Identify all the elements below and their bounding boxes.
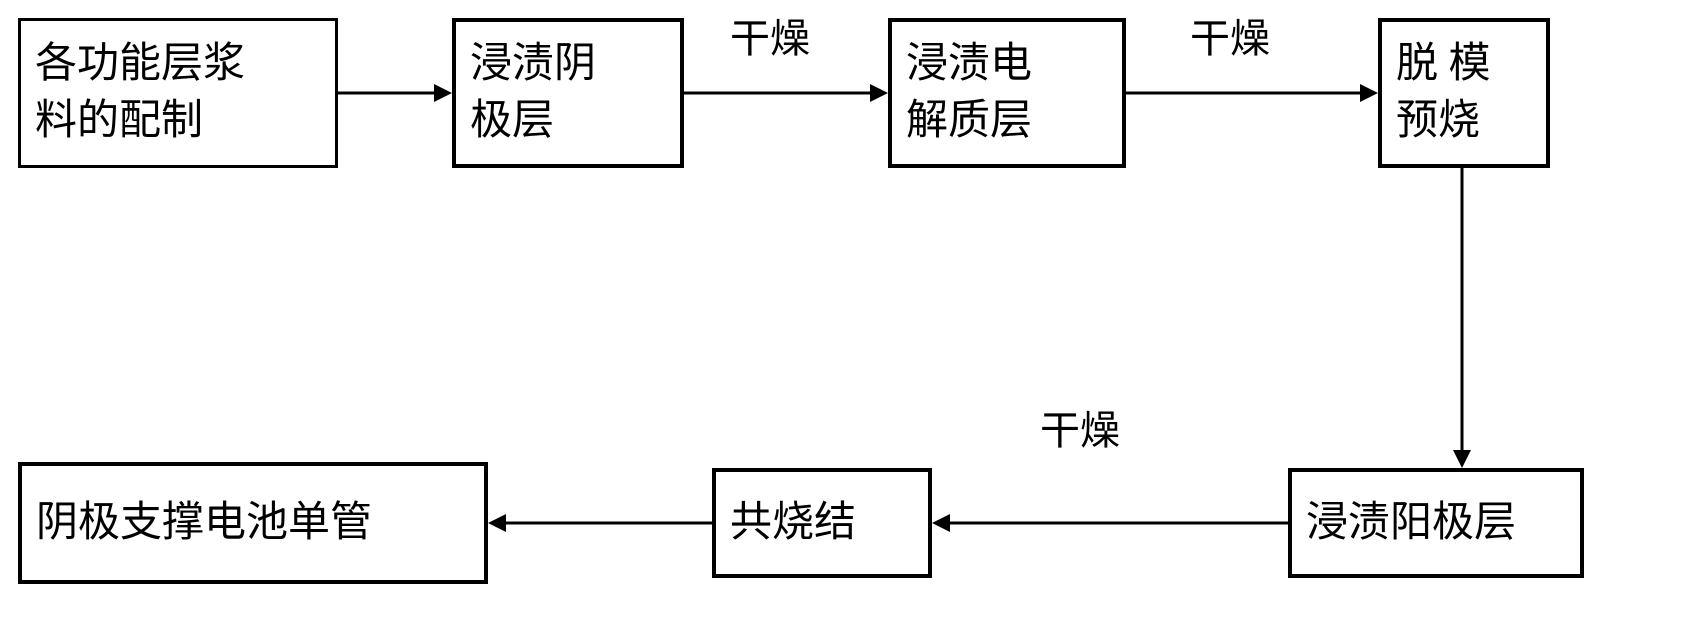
flow-node-n2: 浸渍阴极层 xyxy=(452,18,684,168)
flow-node-label: 各功能层浆料的配制 xyxy=(21,30,335,155)
flow-node-n4: 脱 模预烧 xyxy=(1378,18,1550,168)
flow-node-n7: 阴极支撑电池单管 xyxy=(18,462,488,584)
flow-node-label: 浸渍阴极层 xyxy=(456,30,680,155)
flow-node-label: 浸渍电解质层 xyxy=(892,30,1122,155)
flow-node-n3: 浸渍电解质层 xyxy=(888,18,1126,168)
edge-label: 干燥 xyxy=(1190,6,1270,64)
edge-label: 干燥 xyxy=(730,6,810,64)
edge-label: 干燥 xyxy=(1040,398,1120,456)
flow-node-n6: 共烧结 xyxy=(712,468,932,578)
flow-node-label: 共烧结 xyxy=(716,489,928,558)
flow-node-label: 脱 模预烧 xyxy=(1382,30,1546,155)
flowchart-canvas: 各功能层浆料的配制浸渍阴极层 浸渍电解质层 脱 模预烧浸渍阳极层 共烧结 阴极支撑电池单… xyxy=(0,0,1682,631)
flow-node-label: 浸渍阳极层 xyxy=(1292,489,1580,558)
flow-node-n1: 各功能层浆料的配制 xyxy=(18,18,338,168)
flow-node-n5: 浸渍阳极层 xyxy=(1288,468,1584,578)
flow-node-label: 阴极支撑电池单管 xyxy=(22,489,484,558)
